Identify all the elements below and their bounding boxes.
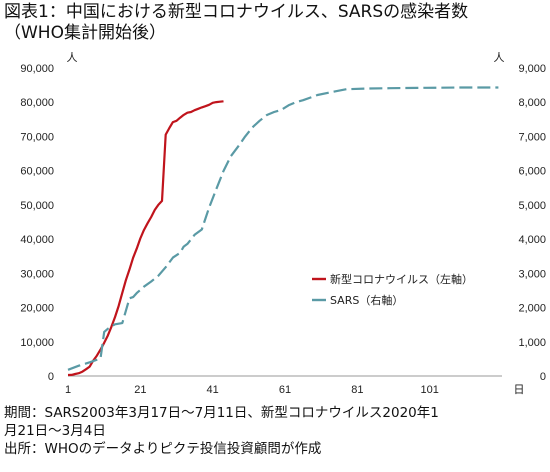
x-tick-label: 61 <box>279 384 291 396</box>
footnote-line-3: 出所：WHOのデータよりピクテ投信投資顧問が作成 <box>4 441 322 457</box>
y-right-tick-label: 9,000 <box>518 63 546 75</box>
legend-label: SARS（右軸） <box>330 293 403 307</box>
footnote-line-2: 月21日～3月4日 <box>4 423 106 439</box>
y-right-tick-label: 6,000 <box>518 166 546 178</box>
y-left-tick-label: 90,000 <box>20 63 54 75</box>
y-left-tick-label: 40,000 <box>20 234 54 246</box>
y-right-tick-label: 1,000 <box>518 337 546 349</box>
y-left-unit: 人 <box>67 51 78 64</box>
x-tick-label: 81 <box>351 384 363 396</box>
y-right-tick-label: 3,000 <box>518 268 546 280</box>
footnote-line-1: 期間：SARS2003年3月17日～7月11日、新型コロナウイルス2020年1 <box>4 405 439 421</box>
y-right-tick-label: 0 <box>540 371 546 383</box>
x-tick-label: 21 <box>134 384 146 396</box>
x-tick-label: 101 <box>420 384 438 396</box>
y-right-tick-label: 7,000 <box>518 131 546 143</box>
footnote: 期間：SARS2003年3月17日～7月11日、新型コロナウイルス2020年1 … <box>4 404 548 458</box>
x-tick-label: 1 <box>65 384 71 396</box>
y-left-tick-label: 70,000 <box>20 131 54 143</box>
legend-label: 新型コロナウイルス（左軸） <box>330 272 473 286</box>
chart-title: 図表1：中国における新型コロナウイルス、SARSの感染者数 （WHO集計開始後） <box>4 2 548 44</box>
title-line-1: 図表1：中国における新型コロナウイルス、SARSの感染者数 <box>4 2 469 22</box>
y-right-tick-label: 5,000 <box>518 200 546 212</box>
y-left-tick-label: 20,000 <box>20 303 54 315</box>
y-right-unit: 人 <box>494 51 505 64</box>
y-right-tick-label: 4,000 <box>518 234 546 246</box>
y-left-tick-label: 30,000 <box>20 268 54 280</box>
y-left-tick-label: 10,000 <box>20 337 54 349</box>
y-left-tick-label: 0 <box>48 371 54 383</box>
title-line-2: （WHO集計開始後） <box>4 23 166 43</box>
y-left-tick-label: 80,000 <box>20 97 54 109</box>
sars-series-line <box>67 86 499 371</box>
y-left-tick-label: 50,000 <box>20 200 54 212</box>
y-right-tick-label: 2,000 <box>518 303 546 315</box>
y-right-tick-label: 8,000 <box>518 97 546 109</box>
x-unit: 日 <box>514 383 525 396</box>
covid-series-line <box>67 100 224 377</box>
line-chart: 0 10,000 20,000 30,000 40,000 50,000 60,000 70,… <box>20 51 546 396</box>
x-tick-label: 41 <box>207 384 219 396</box>
y-left-tick-label: 60,000 <box>20 166 54 178</box>
